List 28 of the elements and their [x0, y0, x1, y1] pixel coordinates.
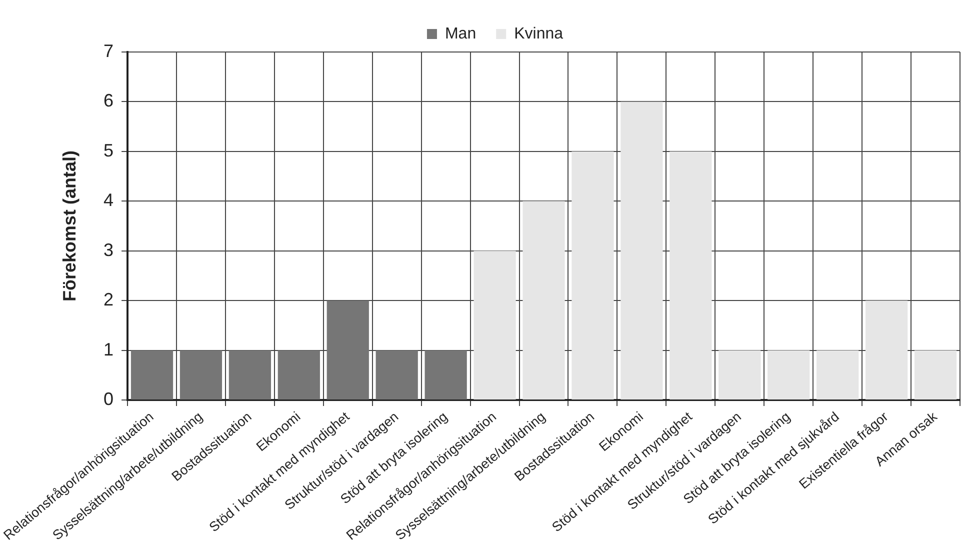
- y-tick-label: 7: [104, 40, 114, 61]
- y-tick-label: 1: [104, 339, 114, 360]
- y-tick-label: 4: [104, 190, 114, 210]
- bar: [670, 151, 712, 400]
- bar: [376, 350, 418, 400]
- bar: [130, 350, 174, 400]
- bar: [180, 350, 222, 400]
- y-tick-label: 0: [104, 389, 114, 410]
- y-tick-label: 3: [104, 240, 114, 260]
- bar: [914, 350, 957, 400]
- bar: [474, 250, 516, 400]
- bar: [326, 300, 369, 400]
- bar: [424, 350, 467, 400]
- bar: [816, 350, 859, 400]
- bar: [620, 102, 663, 400]
- bar: [228, 350, 272, 400]
- bar: [572, 151, 614, 400]
- legend-label: Kvinna: [514, 25, 564, 42]
- y-axis-title: Förekomst (antal): [60, 150, 80, 302]
- bar: [278, 350, 320, 400]
- y-tick-label: 6: [104, 90, 114, 111]
- y-tick-label: 5: [104, 140, 114, 160]
- bar: [865, 300, 908, 400]
- bar: [768, 350, 810, 400]
- bar: [522, 201, 565, 400]
- bar: [718, 350, 761, 400]
- legend-label: Man: [444, 25, 476, 42]
- y-tick-label: 2: [104, 290, 114, 310]
